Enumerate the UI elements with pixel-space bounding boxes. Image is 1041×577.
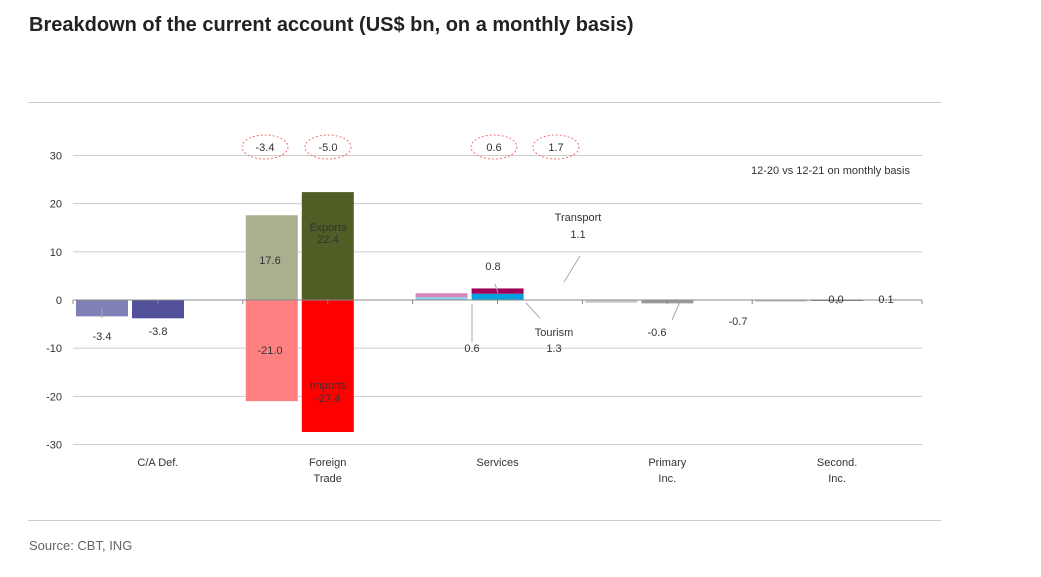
bottom-divider [28, 520, 941, 521]
bar-segment [245, 300, 298, 402]
bar-segment [301, 192, 354, 300]
data-label: 0.1 [878, 294, 893, 306]
leader-line [671, 301, 681, 321]
y-tick-label: -10 [46, 343, 62, 355]
bar-segment [132, 300, 184, 319]
chart-note: 12-20 vs 12-21 on monthly basis [751, 165, 910, 177]
source-note: Source: CBT, ING [29, 538, 133, 553]
y-tick-label: 0 [56, 295, 62, 307]
data-label: Imports [310, 380, 347, 392]
category-label: Services [476, 457, 519, 469]
category-label: Foreign [309, 457, 346, 469]
callout-oval [241, 134, 289, 160]
data-label: Tourism [535, 327, 574, 339]
bar-segment [415, 297, 468, 300]
category-label: Inc. [658, 473, 676, 485]
data-label: -3.8 [149, 326, 168, 338]
bar-segment [415, 293, 468, 298]
callout-value: -5.0 [319, 142, 338, 154]
category-label: Trade [314, 473, 342, 485]
leader-line [494, 283, 499, 294]
callout-oval [532, 134, 580, 160]
y-tick-label: 30 [50, 151, 62, 163]
category-label: C/A Def. [137, 457, 178, 469]
bar-segment [301, 300, 354, 432]
bar-segment [755, 300, 808, 302]
category-label: Inc. [828, 473, 846, 485]
data-label: Transport [555, 212, 602, 224]
bar-segment [585, 300, 638, 303]
callout-value: 1.7 [548, 142, 563, 154]
data-label: 17.6 [259, 255, 280, 267]
bar-segment [471, 293, 524, 300]
data-label: 1.1 [570, 229, 585, 241]
callout-value: 0.6 [486, 142, 501, 154]
data-label: 0.6 [464, 343, 479, 355]
data-label: 22.4 [317, 234, 338, 246]
category-label: Primary [648, 457, 686, 469]
callout-oval [470, 134, 518, 160]
y-tick-label: -30 [46, 440, 62, 452]
data-label: Exports [309, 222, 347, 234]
data-label: -21.0 [257, 345, 282, 357]
bar-segment [245, 215, 298, 300]
y-tick-label: 20 [50, 199, 62, 211]
callout-oval [304, 134, 352, 160]
callout-value: -3.4 [256, 142, 275, 154]
data-label: -0.6 [648, 327, 667, 339]
data-label: -0.7 [729, 316, 748, 328]
leader-line [525, 302, 541, 319]
data-label: -3.4 [93, 331, 112, 343]
y-tick-label: 10 [50, 247, 62, 259]
leader-line [563, 255, 581, 283]
category-label: Second. [817, 457, 857, 469]
chart-title: Breakdown of the current account (US$ bn… [29, 14, 634, 36]
data-label: 0.0 [828, 294, 843, 306]
top-divider [28, 102, 941, 103]
data-label: 0.8 [485, 261, 500, 273]
data-label: 1.3 [546, 343, 561, 355]
data-label: -27.4 [315, 393, 340, 405]
y-tick-label: -20 [46, 391, 62, 403]
